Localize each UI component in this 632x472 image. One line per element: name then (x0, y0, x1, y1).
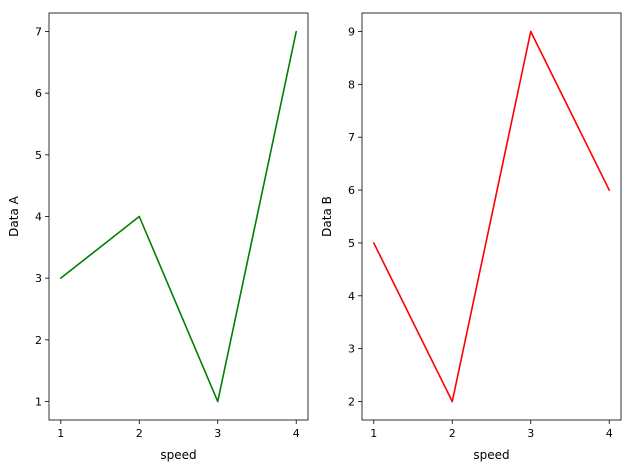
y-tick-label: 7 (348, 131, 355, 144)
x-tick-label: 3 (527, 427, 534, 440)
data-point (216, 400, 219, 403)
y-tick-label: 3 (348, 343, 355, 356)
x-axis-label: speed (473, 448, 509, 462)
y-tick-label: 7 (35, 26, 42, 39)
data-point (372, 242, 375, 244)
series-line (373, 30, 610, 403)
y-tick-label: 6 (35, 87, 42, 100)
x-axis-label: speed (160, 448, 196, 462)
y-tick-label: 9 (348, 26, 355, 39)
y-tick-label: 4 (348, 290, 355, 303)
y-tick-label: 1 (35, 396, 42, 409)
axes-frame (48, 12, 309, 421)
y-tick-label: 5 (35, 149, 42, 162)
y-axis-label: Data A (7, 195, 21, 236)
axes-frame (361, 12, 622, 421)
data-point (138, 215, 141, 218)
data-point (451, 400, 454, 403)
y-tick-label: 6 (348, 184, 355, 197)
y-tick-label: 3 (35, 272, 42, 285)
x-tick-label: 1 (370, 427, 377, 440)
data-point (59, 277, 62, 279)
y-tick-label: 8 (348, 78, 355, 91)
subplot-data-a: speed Data A 1 2 3 4 1 2 3 4 5 6 7 (7, 12, 309, 462)
data-point (295, 30, 298, 33)
x-tick-label: 4 (293, 427, 300, 440)
y-axis-label: Data B (320, 196, 334, 237)
x-tick-label: 2 (449, 427, 456, 440)
data-point (608, 189, 611, 191)
y-tick-label: 5 (348, 237, 355, 250)
data-point (529, 30, 532, 33)
y-tick-label: 2 (35, 334, 42, 347)
y-tick-label: 2 (348, 396, 355, 409)
subplot-data-b: speed Data B 1 2 3 4 2 3 4 5 6 7 8 9 (320, 12, 622, 462)
x-tick-label: 2 (136, 427, 143, 440)
x-tick-label: 4 (606, 427, 613, 440)
x-tick-label: 3 (214, 427, 221, 440)
y-tick-label: 4 (35, 211, 42, 224)
x-tick-label: 1 (57, 427, 64, 440)
series-line (60, 31, 298, 403)
